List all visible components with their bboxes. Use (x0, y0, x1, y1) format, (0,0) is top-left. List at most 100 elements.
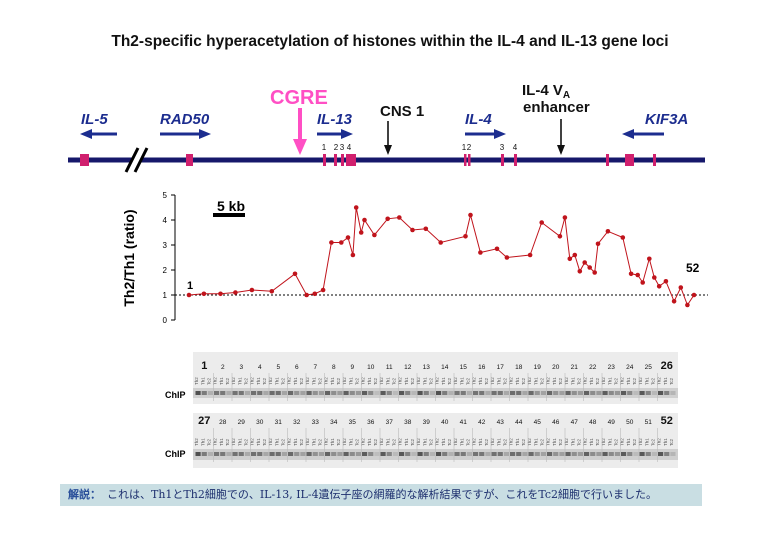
data-point (652, 275, 657, 280)
gel-sample-id: 17 (497, 364, 505, 371)
data-point (410, 227, 415, 233)
y-tick-label: 3 (163, 241, 168, 250)
gel-lane-label: Tc2 (632, 378, 637, 386)
data-point (385, 216, 391, 222)
gel-lane-label: Tc2 (262, 439, 267, 447)
data-point (249, 287, 255, 293)
gel-lane-label: Th2 (657, 438, 662, 446)
gel-lane-label: Th1 (256, 377, 261, 385)
data-point (640, 280, 645, 285)
gel-band (540, 452, 546, 456)
gel-band (633, 391, 639, 395)
gel-lane-label: Tc2 (539, 378, 544, 386)
data-point (504, 255, 510, 260)
gel-sample-id: 16 (478, 364, 486, 371)
gel-lane-label: Th1 (367, 377, 372, 385)
gel-band (466, 452, 472, 456)
gel-lane-label: Tc2 (669, 439, 674, 447)
gel-lane-label: Th2 (305, 377, 310, 385)
gel-lane-label: Th1 (200, 438, 205, 446)
gel-lane-label: Th2 (546, 438, 551, 446)
gel-band (349, 391, 355, 395)
gel-band (294, 452, 300, 456)
gel-lane-label: Th2 (416, 377, 421, 385)
gel-band (312, 452, 318, 456)
gel-band (195, 391, 201, 395)
gel-lane-label: Th1 (607, 438, 612, 446)
gel-lane-label: Th2 (268, 377, 273, 385)
gel-lane-label: Th2 (620, 377, 625, 385)
gel-band (473, 452, 479, 456)
data-point (362, 217, 367, 223)
exon (346, 154, 356, 166)
gel-band (540, 391, 546, 395)
gel-band (232, 452, 238, 456)
gel-sample-id: 2 (221, 364, 225, 371)
gel-lane-label: Tc2 (299, 439, 304, 447)
last-point-label: 52 (686, 261, 700, 275)
y-tick-label: 2 (163, 266, 168, 275)
exon (80, 154, 89, 166)
gel-band (251, 452, 257, 456)
gel-band (651, 391, 657, 395)
exon (464, 154, 467, 166)
gel-band (417, 452, 423, 456)
exon (628, 154, 634, 166)
gel-lane-label: Tc2 (410, 439, 415, 447)
gel-lane-label: Th2 (527, 377, 532, 385)
gel-sample-id: 27 (198, 415, 210, 427)
gel-lane-label: Th1 (459, 377, 464, 385)
gel-lane-label: Th1 (422, 377, 427, 385)
gel-sample-id: 15 (460, 364, 468, 371)
gel-lane-label: Tc2 (317, 439, 322, 447)
exon (323, 154, 326, 166)
gel-sample-id: 24 (626, 364, 634, 371)
gel-band (423, 452, 429, 456)
gel-lane-label: Th2 (527, 438, 532, 446)
gel-band (257, 391, 263, 395)
gel-band (207, 391, 213, 395)
gel-lane-label: Th2 (194, 438, 199, 446)
gel-band (275, 452, 281, 456)
gel-lane-label: Th2 (213, 377, 218, 385)
exon (468, 154, 471, 166)
y-tick-label: 0 (163, 316, 168, 325)
gel-band (596, 391, 602, 395)
gel-sample-id: 44 (515, 419, 523, 426)
gel-lane-label: Tc2 (558, 439, 563, 447)
gel-band (306, 452, 312, 456)
gel-lane-label: Tc2 (299, 378, 304, 386)
gel-sample-id: 4 (258, 364, 262, 371)
data-point (186, 292, 192, 298)
gel-lane-label: Th1 (496, 438, 501, 446)
gene-label-il4: IL-4 (465, 111, 492, 128)
gel-band (559, 391, 565, 395)
gene-label-rad50: RAD50 (160, 111, 210, 128)
gel-sample-id: 29 (238, 419, 246, 426)
gel-lane-label: Th1 (607, 377, 612, 385)
exon-number: 4 (347, 143, 352, 152)
gel-lane-label: Th2 (250, 438, 255, 446)
gel-band (559, 452, 565, 456)
gel-band (436, 391, 442, 395)
gel-lane-label: Th2 (305, 438, 310, 446)
gene-label-il13: IL-13 (317, 111, 353, 128)
gel-sample-id: 28 (219, 419, 227, 426)
gel-band (485, 452, 491, 456)
gel-sample-id: 6 (295, 364, 299, 371)
gel-band (460, 452, 466, 456)
gel-lane-label: Th1 (644, 377, 649, 385)
cgre-arrow-icon (293, 108, 307, 155)
data-point (438, 240, 444, 245)
gel-band (664, 391, 670, 395)
data-point (350, 252, 356, 258)
gel-lane-label: Th1 (404, 438, 409, 446)
gel-band (423, 391, 429, 395)
gel-band (220, 452, 226, 456)
gel-band (645, 391, 651, 395)
gel-band (510, 391, 516, 395)
gel-sample-id: 5 (276, 364, 280, 371)
y-tick-label: 1 (163, 291, 168, 300)
break-mark (124, 145, 149, 175)
